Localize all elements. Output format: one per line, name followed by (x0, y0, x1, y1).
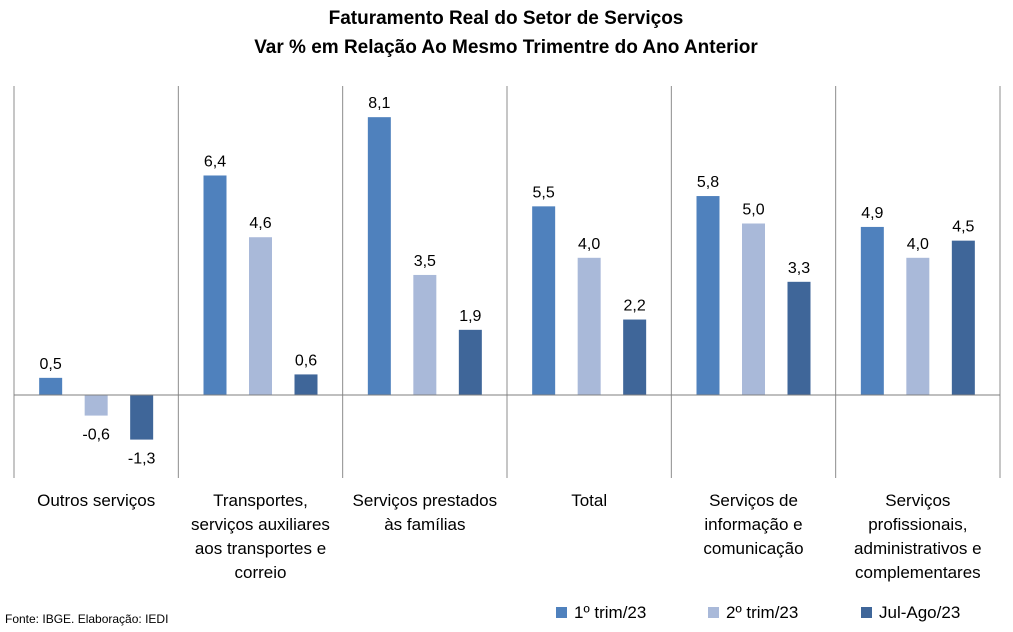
legend-swatch (556, 607, 567, 618)
category-label: Serviços (885, 491, 950, 510)
bar (294, 374, 318, 395)
data-label: 4,0 (907, 236, 929, 253)
bar (696, 196, 720, 395)
legend-label: Jul-Ago/23 (879, 603, 960, 622)
bar (532, 206, 556, 395)
bar (458, 329, 482, 395)
bar (787, 281, 811, 395)
category-label: serviços auxiliares (191, 515, 330, 534)
bar (742, 223, 765, 395)
data-label: 5,0 (742, 202, 764, 219)
legend: 1º trim/23 2º trim/23 Jul-Ago/23 (556, 603, 960, 622)
category-label: informação e (704, 515, 802, 534)
legend-swatch (708, 607, 719, 618)
data-label: 4,0 (578, 236, 600, 253)
category-label: profissionais, (868, 515, 967, 534)
category-label: comunicação (703, 539, 803, 558)
data-label: 2,2 (624, 298, 646, 315)
category-label: Serviços de (709, 491, 798, 510)
category-label: Serviços prestados (353, 491, 498, 510)
data-label: 5,5 (533, 184, 555, 201)
category-label: Outros serviços (37, 491, 155, 510)
category-label: administrativos e (854, 539, 982, 558)
source-note: Fonte: IBGE. Elaboração: IEDI (5, 612, 168, 626)
bar (906, 257, 930, 395)
data-label: 4,5 (952, 219, 974, 236)
legend-swatch (861, 607, 872, 618)
category-label: Total (571, 491, 607, 510)
data-label: 0,5 (40, 356, 62, 373)
legend-label: 2º trim/23 (726, 603, 798, 622)
bar (84, 395, 108, 416)
bar (413, 274, 437, 395)
data-label: 4,9 (861, 205, 883, 222)
data-label: 8,1 (368, 95, 390, 112)
data-label: 3,5 (414, 253, 436, 270)
chart-subtitle: Var % em Relação Ao Mesmo Trimentre do A… (254, 37, 758, 58)
category-label: correio (235, 563, 287, 582)
data-label: 5,8 (697, 174, 719, 191)
category-label: às famílias (384, 515, 465, 534)
category-label: aos transportes e (195, 539, 326, 558)
bar (367, 117, 391, 396)
bar (951, 240, 975, 395)
data-label: -0,6 (82, 427, 110, 444)
bar (203, 175, 227, 395)
data-label: -1,3 (128, 451, 156, 468)
bar (577, 257, 601, 395)
plot-area: 0,5 6,4 8,1 5,5 5,8 4,9 -0,6 4,6 3,5 4,0 5,0 4,0 -1,… (13, 86, 1001, 582)
category-label: complementares (855, 563, 981, 582)
category-label: Transportes, (213, 491, 308, 510)
bar (249, 237, 272, 395)
data-label: 6,4 (204, 153, 226, 170)
chart-title: Faturamento Real do Setor de Serviços (329, 8, 684, 29)
bar (39, 377, 63, 395)
data-label: 4,6 (249, 215, 271, 232)
legend-label: 1º trim/23 (574, 603, 646, 622)
data-label: 3,3 (788, 260, 810, 277)
bar (130, 395, 154, 440)
data-label: 1,9 (459, 308, 481, 325)
data-label: 0,6 (295, 352, 317, 369)
bar (623, 319, 647, 395)
bar (860, 226, 884, 395)
